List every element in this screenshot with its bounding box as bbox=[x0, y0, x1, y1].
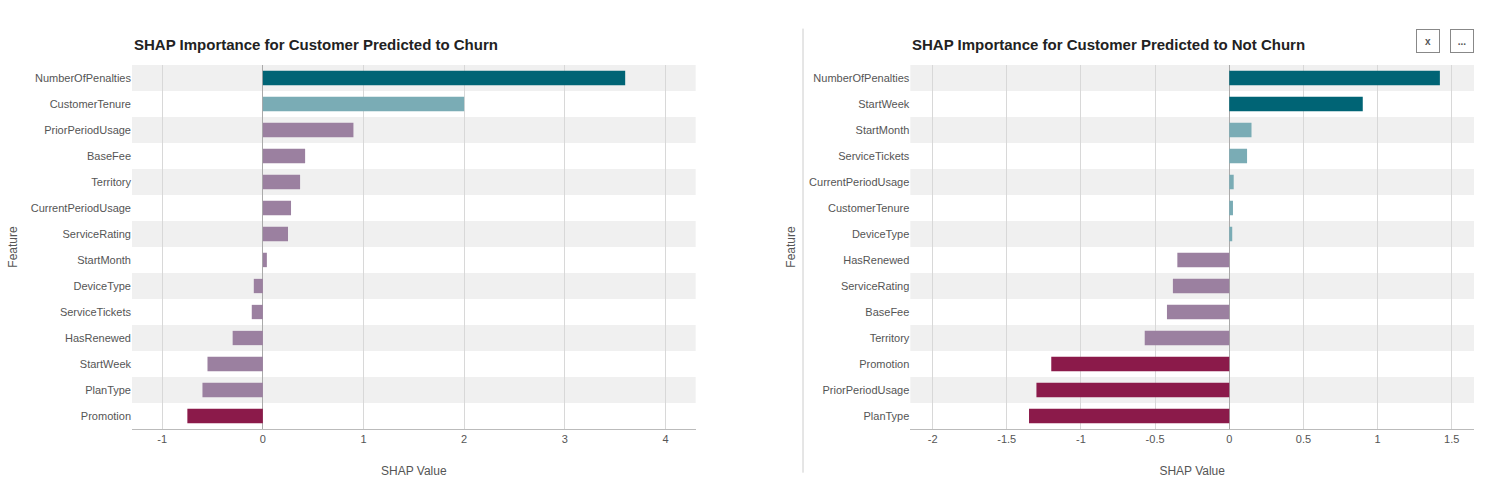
svg-text:BaseFee: BaseFee bbox=[865, 306, 909, 318]
svg-text:CurrentPeriodUsage: CurrentPeriodUsage bbox=[31, 202, 131, 214]
svg-text:ServiceTickets: ServiceTickets bbox=[60, 306, 132, 318]
svg-text:PlanType: PlanType bbox=[85, 384, 131, 396]
svg-text:x: x bbox=[1425, 36, 1431, 47]
svg-text:1.5: 1.5 bbox=[1444, 433, 1459, 445]
svg-text:-1.5: -1.5 bbox=[997, 433, 1016, 445]
svg-text:StartWeek: StartWeek bbox=[80, 358, 132, 370]
svg-text:...: ... bbox=[1458, 36, 1467, 47]
svg-text:-1: -1 bbox=[157, 433, 167, 445]
svg-text:PriorPeriodUsage: PriorPeriodUsage bbox=[44, 124, 131, 136]
svg-text:StartWeek: StartWeek bbox=[858, 98, 910, 110]
svg-text:HasRenewed: HasRenewed bbox=[65, 332, 131, 344]
svg-text:0.5: 0.5 bbox=[1296, 433, 1311, 445]
svg-text:HasRenewed: HasRenewed bbox=[843, 254, 909, 266]
svg-text:Feature: Feature bbox=[6, 226, 20, 268]
svg-text:0: 0 bbox=[1226, 433, 1232, 445]
svg-text:PriorPeriodUsage: PriorPeriodUsage bbox=[823, 384, 910, 396]
svg-text:CurrentPeriodUsage: CurrentPeriodUsage bbox=[809, 176, 909, 188]
svg-text:Territory: Territory bbox=[91, 176, 131, 188]
svg-text:ServiceRating: ServiceRating bbox=[841, 280, 909, 292]
svg-text:NumberOfPenalties: NumberOfPenalties bbox=[813, 72, 909, 84]
svg-text:-2: -2 bbox=[928, 433, 938, 445]
svg-text:-0.5: -0.5 bbox=[1146, 433, 1165, 445]
svg-text:BaseFee: BaseFee bbox=[87, 150, 131, 162]
svg-text:SHAP Importance for Customer P: SHAP Importance for Customer Predicted t… bbox=[134, 36, 498, 53]
svg-text:Promotion: Promotion bbox=[81, 410, 131, 422]
svg-text:1: 1 bbox=[360, 433, 366, 445]
svg-text:SHAP Value: SHAP Value bbox=[1159, 464, 1225, 478]
svg-text:StartMonth: StartMonth bbox=[77, 254, 131, 266]
svg-text:ServiceTickets: ServiceTickets bbox=[838, 150, 910, 162]
svg-text:CustomerTenure: CustomerTenure bbox=[828, 202, 909, 214]
svg-text:2: 2 bbox=[461, 433, 467, 445]
svg-text:Promotion: Promotion bbox=[859, 358, 909, 370]
svg-text:DeviceType: DeviceType bbox=[74, 280, 131, 292]
svg-text:CustomerTenure: CustomerTenure bbox=[50, 98, 131, 110]
svg-text:3: 3 bbox=[562, 433, 568, 445]
svg-text:NumberOfPenalties: NumberOfPenalties bbox=[35, 72, 131, 84]
svg-text:SHAP Value: SHAP Value bbox=[381, 464, 447, 478]
svg-text:DeviceType: DeviceType bbox=[852, 228, 909, 240]
svg-text:0: 0 bbox=[260, 433, 266, 445]
svg-text:Territory: Territory bbox=[870, 332, 910, 344]
svg-text:-1: -1 bbox=[1076, 433, 1086, 445]
svg-text:StartMonth: StartMonth bbox=[856, 124, 910, 136]
svg-text:Feature: Feature bbox=[784, 226, 798, 268]
svg-text:PlanType: PlanType bbox=[863, 410, 909, 422]
svg-text:1: 1 bbox=[1375, 433, 1381, 445]
svg-text:4: 4 bbox=[662, 433, 668, 445]
svg-text:SHAP Importance for Customer P: SHAP Importance for Customer Predicted t… bbox=[912, 36, 1305, 53]
svg-text:ServiceRating: ServiceRating bbox=[63, 228, 131, 240]
